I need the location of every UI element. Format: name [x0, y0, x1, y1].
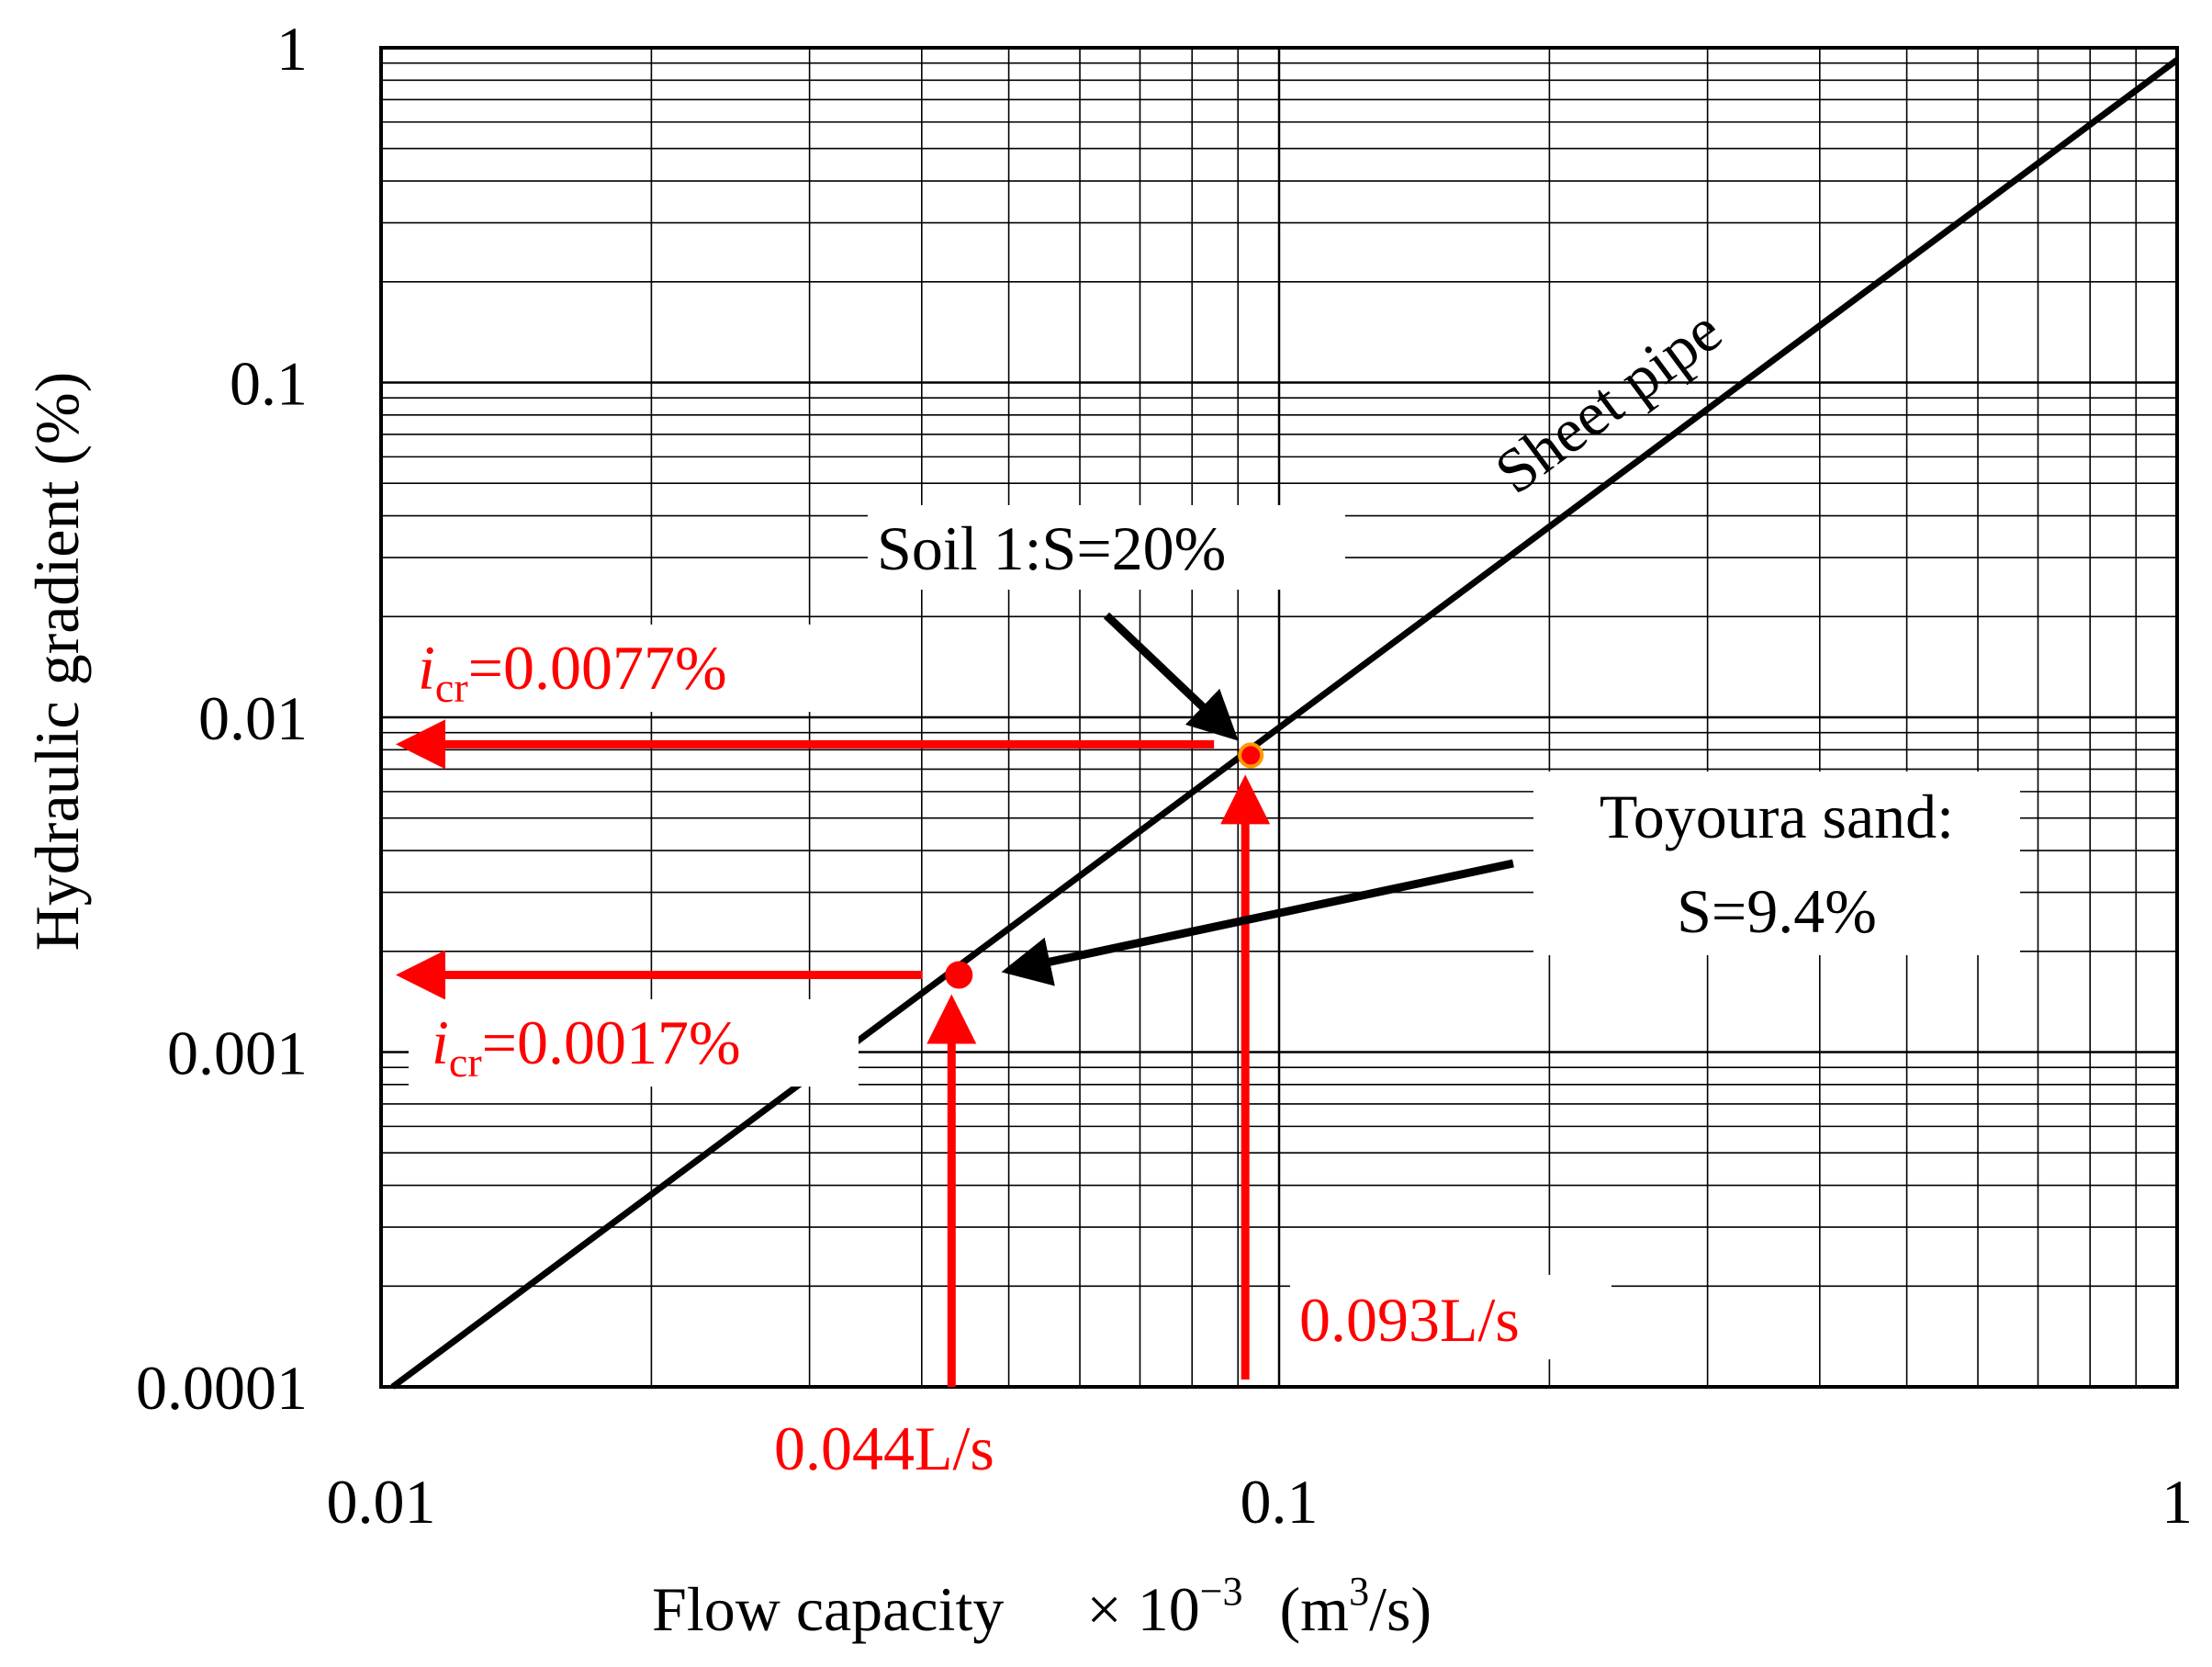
icr-soil1-value: =0.0077% — [468, 633, 727, 703]
x-tick-label: 0.01 — [327, 1467, 436, 1537]
soil1-pointer-arrow — [1103, 612, 1239, 741]
icr-soil1-label-bg — [395, 625, 845, 712]
plot-frame — [379, 46, 2179, 1389]
icr-toyoura-label: icr=0.0017% — [432, 1008, 741, 1086]
icr-soil1-label: icr=0.0077% — [418, 633, 727, 711]
flow-soil1-label-bg — [1290, 1275, 1611, 1359]
icr-toyoura-sub: cr — [449, 1039, 482, 1086]
y-tick-label: 0.01 — [198, 683, 308, 753]
y-tick-label: 1 — [276, 14, 308, 84]
x-axis-unit-close: /s) — [1369, 1574, 1432, 1644]
icr-toyoura-value: =0.0017% — [482, 1008, 741, 1077]
point-soil1 — [1238, 742, 1264, 769]
x-axis-unit-open: (m — [1280, 1574, 1350, 1644]
soil1-label-bg — [868, 505, 1345, 590]
icr-soil1-sub: cr — [435, 664, 468, 711]
x-axis-unit-exp: 3 — [1349, 1569, 1369, 1614]
soil1-label: Soil 1:S=20% — [877, 513, 1226, 583]
icr-toyoura-symbol: i — [432, 1008, 449, 1077]
icr-toyoura-label-bg — [409, 999, 859, 1087]
sheet-pipe-label: Sheet pipe — [1482, 295, 1734, 507]
y-tick-label: 0.1 — [230, 349, 308, 419]
y-tick-labels: 0.0001 0.001 0.01 0.1 1 — [136, 14, 308, 1423]
toyoura-pointer-arrow — [1001, 859, 1514, 986]
grid-lines — [381, 48, 2177, 1387]
y-tick-label: 0.001 — [167, 1019, 308, 1088]
x-axis-factor: × 10 — [1086, 1574, 1199, 1644]
y-axis-title: Hydraulic gradient (%) — [22, 372, 92, 952]
x-axis-title-main: Flow capacity — [652, 1574, 1004, 1644]
x-axis-title: Flow capacity × 10−3 (m3/s) — [652, 1569, 1432, 1644]
flow-toyoura-label-bg — [767, 1403, 1070, 1491]
x-axis-factor-exp: −3 — [1200, 1569, 1243, 1614]
x-tick-labels: 0.01 0.1 1 — [327, 1467, 2194, 1537]
toyoura-label-line1: Toyoura sand: — [1600, 782, 1954, 851]
icr-soil1-symbol: i — [418, 633, 435, 703]
y-tick-label: 0.0001 — [136, 1353, 308, 1423]
x-tick-label: 1 — [2161, 1467, 2193, 1537]
toyoura-label-bg — [1533, 772, 2020, 955]
point-toyoura — [945, 961, 973, 989]
toyoura-label-line2: S=9.4% — [1677, 876, 1877, 946]
series-sheet-pipe-line — [390, 57, 2180, 1390]
flow-soil1-label: 0.093L/s — [1299, 1285, 1520, 1355]
flow-toyoura-label: 0.044L/s — [774, 1414, 994, 1483]
x-tick-label: 0.1 — [1241, 1467, 1319, 1537]
